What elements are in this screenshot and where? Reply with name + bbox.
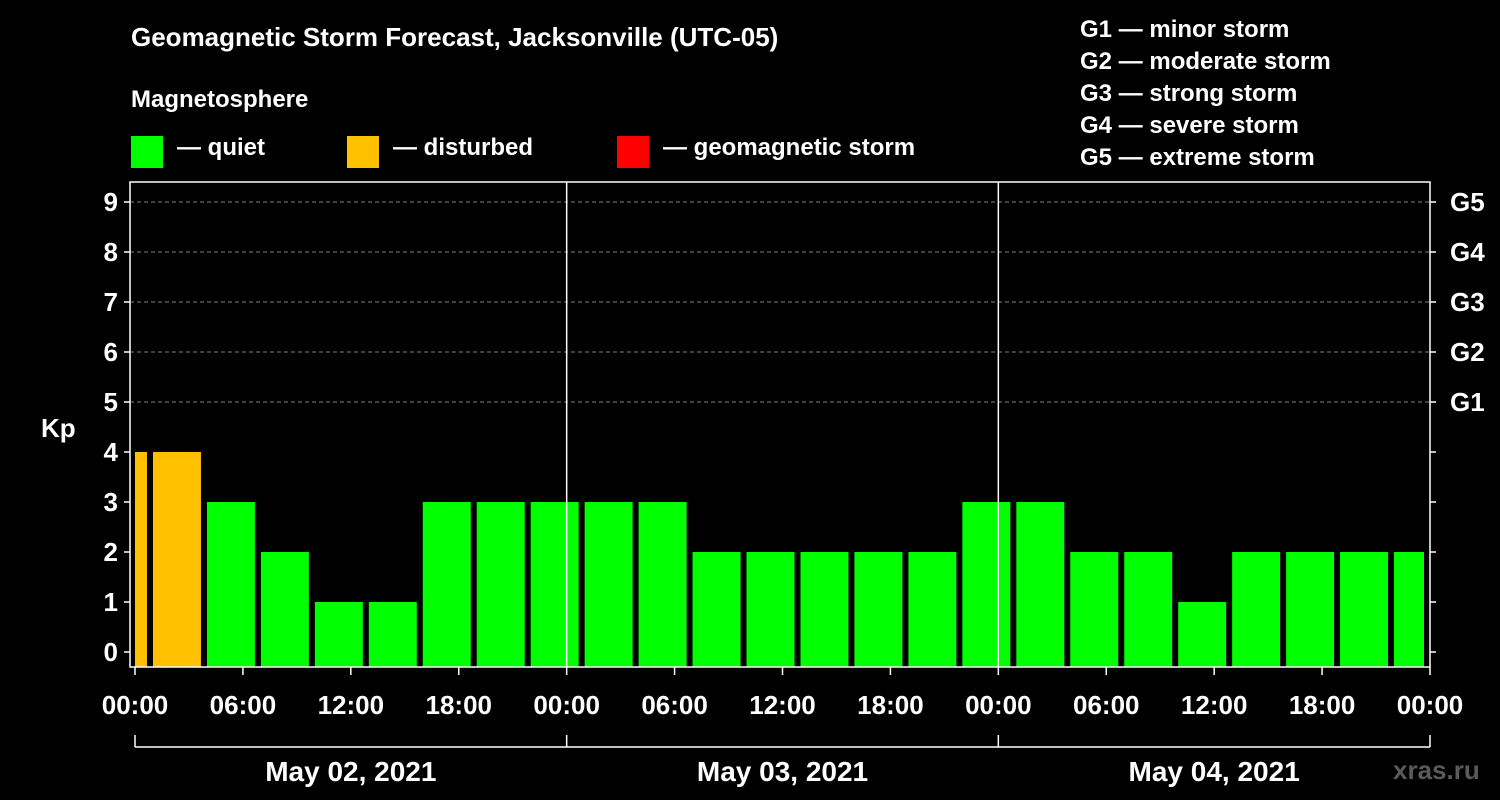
g-level-label-g4: G4 xyxy=(1450,237,1485,267)
kp-bar-12 xyxy=(746,552,795,667)
y-tick-label-0: 0 xyxy=(104,637,118,667)
x-tick-label-3: 18:00 xyxy=(426,690,493,720)
storm-scale-g3: G3 — strong storm xyxy=(1080,80,1298,107)
kp-bar-3 xyxy=(260,552,309,667)
legend-label-disturbed: — disturbed xyxy=(393,134,534,161)
x-tick-label-0: 00:00 xyxy=(102,690,169,720)
y-tick-label-4: 4 xyxy=(104,437,119,467)
storm-scale-g2: G2 — moderate storm xyxy=(1080,48,1331,75)
y-axis-label: Kp xyxy=(41,413,76,443)
kp-bar-6 xyxy=(422,502,471,667)
plot-frame xyxy=(129,181,1431,668)
kp-bar-15 xyxy=(908,552,957,667)
kp-bar-11 xyxy=(692,552,741,667)
y-tick-label-7: 7 xyxy=(104,287,118,317)
kp-bar-2 xyxy=(206,502,255,667)
date-label-1: May 03, 2021 xyxy=(697,756,868,787)
kp-bar-16 xyxy=(962,502,1011,667)
storm-scale-g5: G5 — extreme storm xyxy=(1080,144,1315,171)
y-tick-label-5: 5 xyxy=(104,387,118,417)
kp-bar-0 xyxy=(135,452,147,667)
kp-bar-22 xyxy=(1286,552,1335,667)
y-tick-label-2: 2 xyxy=(104,537,118,567)
g-level-label-g1: G1 xyxy=(1450,387,1485,417)
x-tick-label-10: 12:00 xyxy=(1181,690,1248,720)
kp-bar-23 xyxy=(1340,552,1389,667)
x-tick-label-4: 00:00 xyxy=(533,690,600,720)
legend-label-quiet: — quiet xyxy=(177,134,265,161)
kp-bar-21 xyxy=(1232,552,1281,667)
kp-bar-4 xyxy=(314,602,363,667)
chart-subtitle: Magnetosphere xyxy=(131,86,309,113)
x-tick-label-1: 06:00 xyxy=(210,690,277,720)
kp-bar-14 xyxy=(854,552,903,667)
x-tick-label-9: 06:00 xyxy=(1073,690,1140,720)
date-label-2: May 04, 2021 xyxy=(1129,756,1300,787)
source-watermark: xras.ru xyxy=(1393,755,1480,785)
kp-bar-7 xyxy=(476,502,525,667)
kp-bar-13 xyxy=(800,552,849,667)
x-tick-label-6: 12:00 xyxy=(749,690,816,720)
kp-bar-17 xyxy=(1016,502,1065,667)
kp-bar-20 xyxy=(1178,602,1227,667)
y-tick-label-9: 9 xyxy=(104,187,118,217)
storm-scale-g1: G1 — minor storm xyxy=(1080,16,1290,43)
y-tick-label-6: 6 xyxy=(104,337,118,367)
g-level-label-g2: G2 xyxy=(1450,337,1485,367)
chart-title: Geomagnetic Storm Forecast, Jacksonville… xyxy=(131,22,779,52)
kp-bar-24 xyxy=(1394,552,1424,667)
kp-bar-19 xyxy=(1124,552,1173,667)
y-tick-label-3: 3 xyxy=(104,487,118,517)
kp-bar-10 xyxy=(638,502,687,667)
storm-scale-legend: G1 — minor storm G2 — moderate storm G3 … xyxy=(1080,14,1331,174)
y-tick-label-1: 1 xyxy=(104,587,118,617)
x-tick-label-12: 00:00 xyxy=(1397,690,1464,720)
kp-bar-8 xyxy=(530,502,579,667)
legend-swatch-quiet xyxy=(131,136,163,168)
x-tick-label-2: 12:00 xyxy=(318,690,385,720)
legend-swatch-disturbed xyxy=(347,136,379,168)
kp-bar-5 xyxy=(368,602,417,667)
legend-swatch-storm xyxy=(617,136,649,168)
x-tick-label-5: 06:00 xyxy=(641,690,708,720)
g-level-label-g5: G5 xyxy=(1450,187,1485,217)
x-tick-label-11: 18:00 xyxy=(1289,690,1356,720)
kp-bar-18 xyxy=(1070,552,1119,667)
x-tick-label-8: 00:00 xyxy=(965,690,1032,720)
storm-scale-g4: G4 — severe storm xyxy=(1080,112,1299,139)
g-level-label-g3: G3 xyxy=(1450,287,1485,317)
kp-bar-9 xyxy=(584,502,633,667)
legend-label-storm: — geomagnetic storm xyxy=(663,134,916,161)
date-label-0: May 02, 2021 xyxy=(265,756,436,787)
x-tick-label-7: 18:00 xyxy=(857,690,924,720)
kp-bar-1 xyxy=(152,452,201,667)
y-tick-label-8: 8 xyxy=(104,237,118,267)
